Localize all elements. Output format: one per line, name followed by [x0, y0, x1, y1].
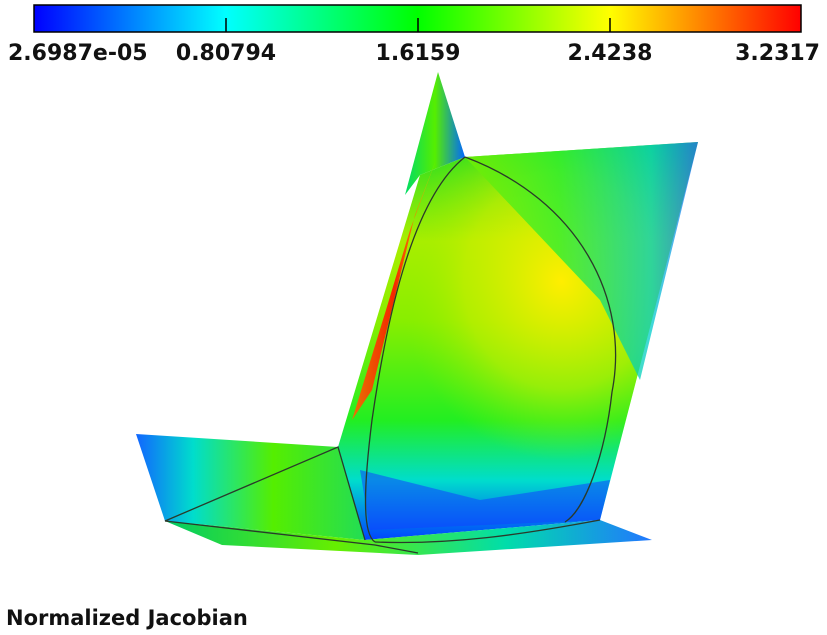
- mesh-edge-line: [374, 519, 601, 544]
- colorbar-tick-label: 3.2317: [735, 41, 820, 66]
- mesh-right-face: [465, 142, 698, 380]
- mesh-edge-line: [164, 520, 419, 554]
- mesh-edge-strip: [352, 160, 436, 420]
- colorbar-tick-label: 1.6159: [376, 41, 461, 66]
- mesh-bottom-face: [165, 520, 652, 555]
- mesh-spike-face: [405, 72, 465, 195]
- mesh-surface: [136, 72, 698, 555]
- colorbar: 2.6987e-05 0.80794 1.6159 2.4238 3.2317: [8, 4, 820, 66]
- mesh-edge-curve: [364, 156, 466, 543]
- colorbar-tick-label: 2.4238: [568, 41, 653, 66]
- mesh-edge-curve: [464, 156, 617, 523]
- field-title: Normalized Jacobian: [6, 606, 248, 630]
- mesh-edge-line: [164, 446, 366, 541]
- mesh-edges: [164, 156, 617, 554]
- colorbar-tick-label: 0.80794: [176, 41, 276, 66]
- mesh-blue-band: [360, 470, 610, 530]
- colorbar-tick-label: 2.6987e-05: [8, 41, 148, 66]
